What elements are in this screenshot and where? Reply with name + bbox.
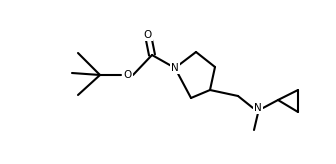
Text: N: N <box>254 103 262 113</box>
Text: O: O <box>124 70 132 80</box>
Text: N: N <box>171 63 179 73</box>
Text: N: N <box>171 63 179 73</box>
Text: O: O <box>144 30 152 40</box>
